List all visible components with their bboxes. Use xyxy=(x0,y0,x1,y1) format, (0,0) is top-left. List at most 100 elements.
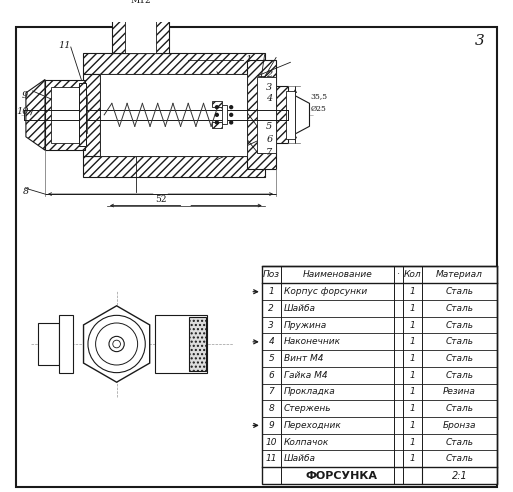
Text: 52: 52 xyxy=(155,195,166,204)
Bar xyxy=(45,80,85,150)
Text: Наименование: Наименование xyxy=(302,270,372,279)
Text: 1: 1 xyxy=(268,287,274,296)
Circle shape xyxy=(215,106,219,109)
Bar xyxy=(51,87,80,143)
Text: 1: 1 xyxy=(410,371,416,380)
Text: Ø25: Ø25 xyxy=(310,105,326,113)
Text: Сталь: Сталь xyxy=(445,437,473,447)
Bar xyxy=(155,315,207,372)
Bar xyxy=(262,266,497,484)
Text: Поз: Поз xyxy=(263,270,280,279)
Text: Гайка М4: Гайка М4 xyxy=(284,371,327,380)
Text: Колпачок: Колпачок xyxy=(284,437,329,447)
Text: 1: 1 xyxy=(410,354,416,363)
Text: 3: 3 xyxy=(268,321,274,330)
Text: 3: 3 xyxy=(266,83,272,92)
Text: 9: 9 xyxy=(22,91,28,100)
Text: 4: 4 xyxy=(266,94,272,103)
Text: 3: 3 xyxy=(475,34,484,48)
Bar xyxy=(101,74,247,156)
Text: Сталь: Сталь xyxy=(445,304,473,313)
Text: 9: 9 xyxy=(268,421,274,430)
Text: Винт М4: Винт М4 xyxy=(284,354,323,363)
Text: 11: 11 xyxy=(58,41,70,50)
Text: Кол: Кол xyxy=(404,270,422,279)
Circle shape xyxy=(113,340,121,348)
Polygon shape xyxy=(26,80,45,150)
Text: 10: 10 xyxy=(17,107,29,117)
Circle shape xyxy=(230,121,232,124)
Circle shape xyxy=(95,323,137,365)
Text: 1: 1 xyxy=(410,421,416,430)
Bar xyxy=(83,97,87,133)
Text: 1: 1 xyxy=(410,437,416,447)
Text: Пружина: Пружина xyxy=(284,321,327,330)
Text: 1: 1 xyxy=(410,338,416,346)
Text: Сталь: Сталь xyxy=(445,287,473,296)
Circle shape xyxy=(230,106,232,109)
Circle shape xyxy=(230,113,232,116)
Text: Сталь: Сталь xyxy=(445,371,473,380)
Text: Шайба: Шайба xyxy=(284,304,315,313)
Text: 5: 5 xyxy=(266,122,272,131)
Text: 2: 2 xyxy=(268,304,274,313)
Text: 1: 1 xyxy=(245,55,251,64)
Text: 1: 1 xyxy=(410,388,416,397)
Text: 1: 1 xyxy=(410,287,416,296)
Text: 4: 4 xyxy=(268,338,274,346)
Bar xyxy=(222,105,227,124)
Bar xyxy=(83,53,265,74)
Text: 6: 6 xyxy=(266,135,272,144)
Text: Материал: Материал xyxy=(436,270,483,279)
Text: Корпус форсунки: Корпус форсунки xyxy=(284,287,367,296)
Text: 5: 5 xyxy=(268,354,274,363)
Bar xyxy=(60,315,73,372)
Text: 6: 6 xyxy=(268,371,274,380)
Bar xyxy=(125,15,156,53)
Text: 11: 11 xyxy=(266,454,277,463)
Bar xyxy=(38,323,60,365)
Text: 1: 1 xyxy=(410,454,416,463)
Circle shape xyxy=(215,121,219,124)
Text: 2:1: 2:1 xyxy=(451,471,467,481)
Circle shape xyxy=(109,337,124,352)
Bar xyxy=(212,123,222,128)
Circle shape xyxy=(215,113,219,116)
Text: Бронза: Бронза xyxy=(443,421,476,430)
Text: 7: 7 xyxy=(266,148,272,156)
Bar xyxy=(112,15,169,53)
Bar xyxy=(286,91,295,139)
Bar xyxy=(257,77,276,153)
Text: Резина: Резина xyxy=(443,388,476,397)
Text: 7: 7 xyxy=(268,388,274,397)
Text: Переходник: Переходник xyxy=(284,421,342,430)
Bar xyxy=(81,89,83,141)
Text: 1: 1 xyxy=(410,304,416,313)
Text: 1: 1 xyxy=(410,404,416,413)
Bar xyxy=(247,74,265,156)
Text: M12: M12 xyxy=(130,0,151,5)
Text: ФОРСУНКА: ФОРСУНКА xyxy=(306,471,378,481)
Text: Сталь: Сталь xyxy=(445,321,473,330)
Text: 8: 8 xyxy=(23,187,29,196)
Text: Сталь: Сталь xyxy=(445,454,473,463)
Bar xyxy=(189,317,206,371)
Text: Шайба: Шайба xyxy=(284,454,315,463)
Bar xyxy=(80,83,86,146)
Text: Наконечник: Наконечник xyxy=(284,338,341,346)
Bar xyxy=(276,86,287,144)
Text: 8: 8 xyxy=(268,404,274,413)
Polygon shape xyxy=(295,96,309,134)
Bar xyxy=(83,156,265,177)
Text: Стержень: Стержень xyxy=(284,404,331,413)
Text: ·: · xyxy=(397,270,400,279)
Bar xyxy=(83,74,101,156)
Text: 35,5: 35,5 xyxy=(310,92,328,100)
Text: Прокладка: Прокладка xyxy=(284,388,336,397)
Bar xyxy=(212,101,222,107)
Text: 10: 10 xyxy=(266,437,277,447)
Text: Сталь: Сталь xyxy=(445,354,473,363)
Text: Сталь: Сталь xyxy=(445,404,473,413)
Bar xyxy=(247,61,276,169)
Text: 2: 2 xyxy=(266,70,272,79)
